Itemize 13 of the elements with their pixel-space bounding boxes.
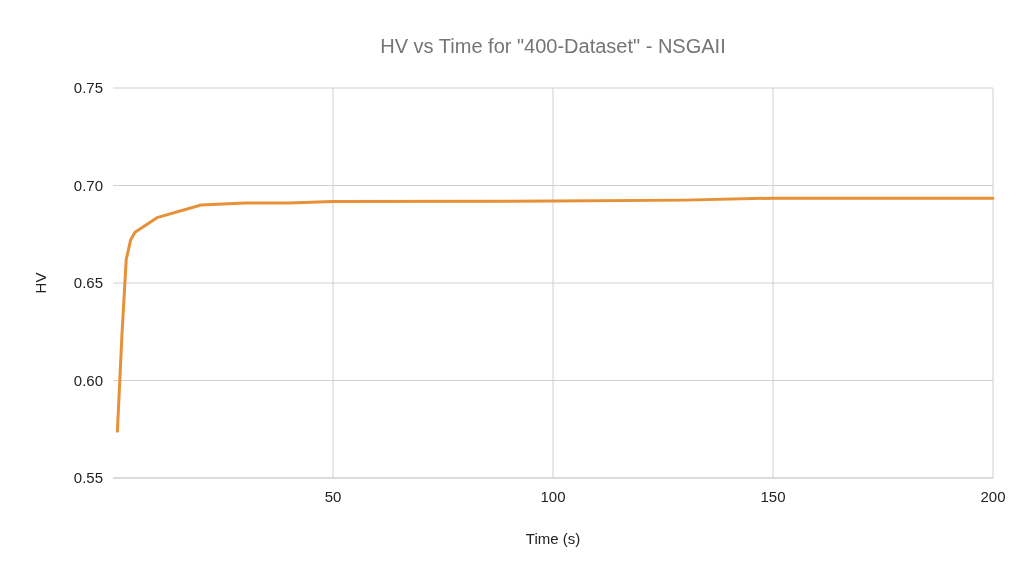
- x-axis-title: Time (s): [525, 530, 581, 547]
- y-tick-label: 0.70: [73, 176, 103, 194]
- chart-title: HV vs Time for "400-Dataset" - NSGAII: [380, 35, 726, 57]
- line-series: [115, 196, 995, 433]
- y-tick-label: 0.55: [73, 469, 103, 487]
- y-tick-label: 0.60: [73, 371, 103, 389]
- y-tick-label: 0.65: [73, 274, 103, 292]
- x-tick-label: 100: [540, 488, 566, 505]
- x-tick-label: 150: [760, 488, 786, 505]
- y-axis-title: HV: [32, 272, 49, 294]
- y-tick-label: 0.75: [73, 79, 103, 97]
- x-tick-label: 200: [980, 488, 1006, 505]
- x-tick-label: 50: [324, 488, 342, 505]
